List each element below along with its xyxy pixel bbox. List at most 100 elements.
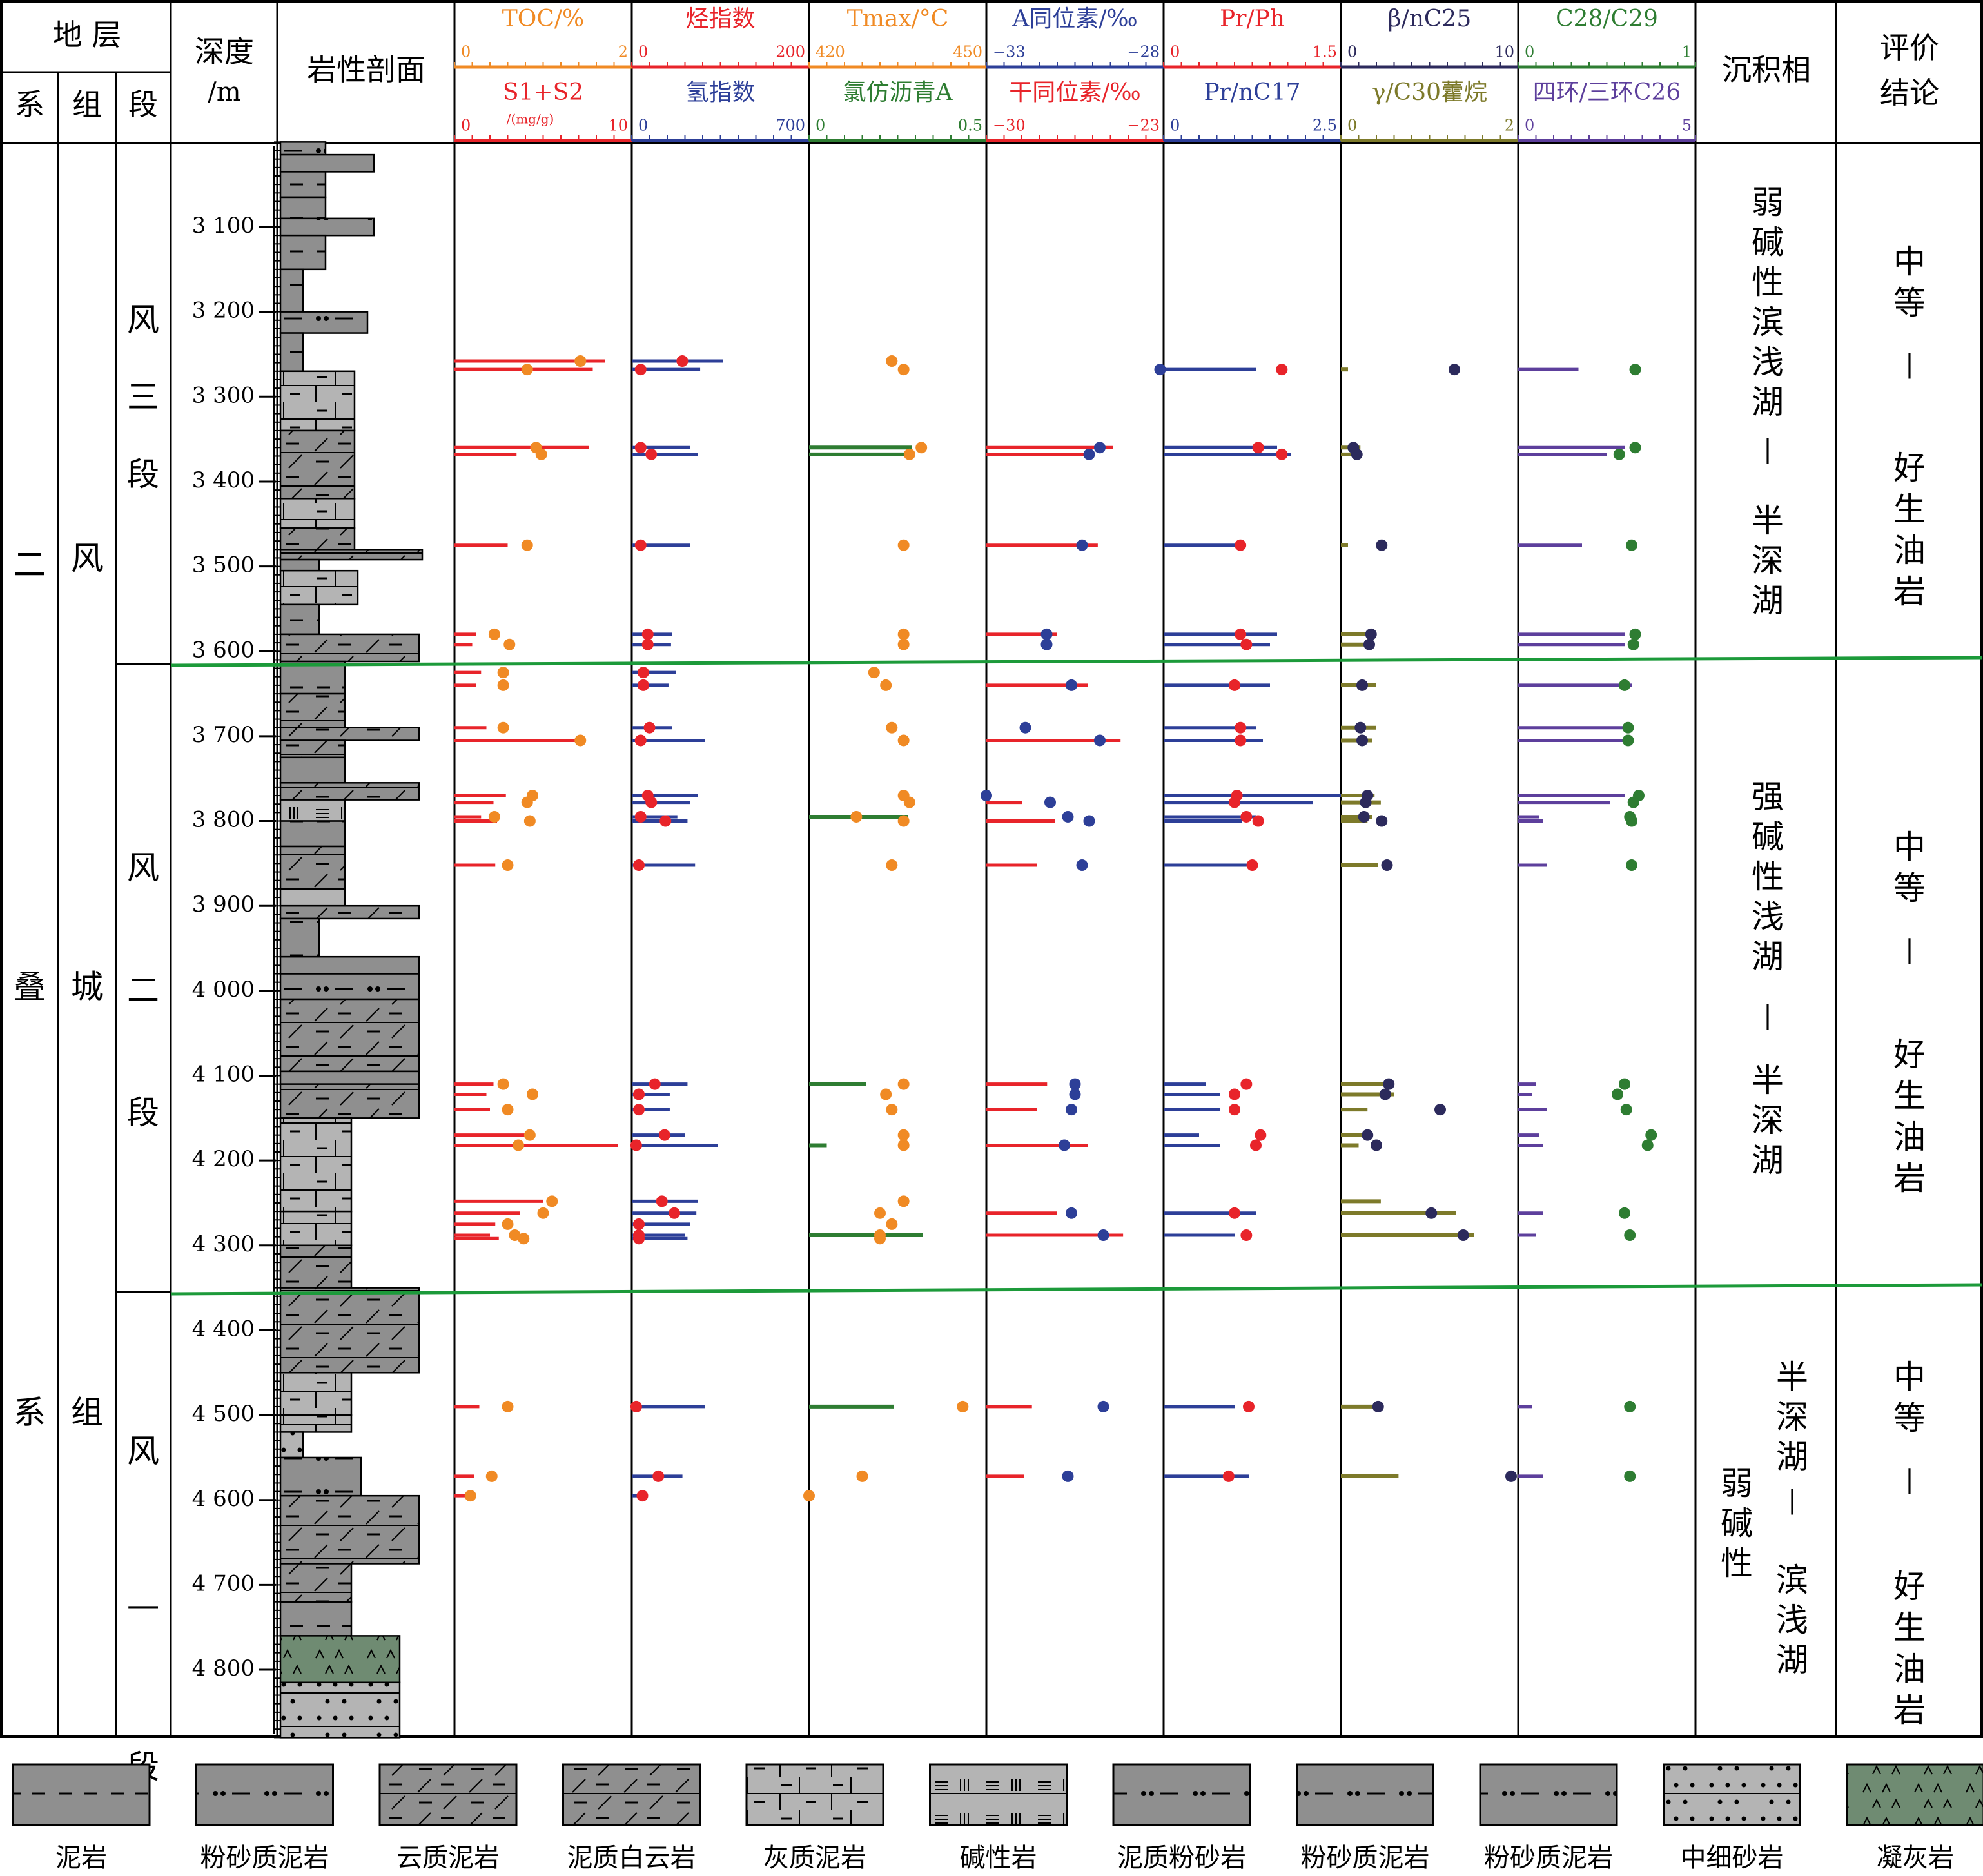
formation-name-3: 组 <box>71 1394 103 1431</box>
lithology-layer <box>279 633 420 663</box>
data-point <box>1094 734 1106 747</box>
depth-tick-label: 4 800 <box>192 1656 255 1681</box>
evaluation-0c: 油岩 <box>1893 532 1926 611</box>
track-2-top-min: 420 <box>816 43 845 61</box>
data-point <box>1624 1400 1636 1412</box>
lithology-header: 岩性剖面 <box>307 52 425 87</box>
data-point <box>1358 810 1370 823</box>
lithology-layer <box>279 1210 353 1247</box>
evaluation-2: 中等 <box>1893 1358 1926 1437</box>
data-point <box>1066 1207 1077 1219</box>
data-point <box>535 448 547 460</box>
evaluation-2c-char: 油 <box>1893 1650 1926 1688</box>
data-point <box>574 355 587 367</box>
data-point <box>1434 1104 1446 1116</box>
depth-tick-label: 4 000 <box>192 977 255 1002</box>
series-C28/C29-points <box>1612 364 1657 1482</box>
member-name-3-char: 风 <box>127 301 159 338</box>
facies-3-dash-char: | <box>1788 1485 1796 1515</box>
facies-3b-char: 浅 <box>1776 1601 1808 1639</box>
data-point <box>1097 1400 1109 1412</box>
evaluation-1-dash-char: | <box>1905 935 1913 964</box>
lithology-layer <box>279 1601 353 1637</box>
data-point <box>676 355 689 367</box>
facies-2b-char: 湖 <box>1752 1142 1784 1179</box>
data-point <box>633 1218 645 1230</box>
data-point <box>1229 796 1240 808</box>
data-point <box>502 1400 514 1412</box>
data-point <box>1619 1078 1630 1090</box>
series-A_isotope-points <box>981 364 1166 1482</box>
legend-label: 中细砂岩 <box>1681 1843 1784 1873</box>
member-name-2: 风二段 <box>127 849 159 1131</box>
data-point <box>1252 442 1264 454</box>
data-point <box>497 721 509 734</box>
track-4-top-min: 0 <box>1170 43 1180 61</box>
data-point <box>1626 815 1637 827</box>
data-point <box>669 1207 680 1219</box>
facies-2b-char: 深 <box>1752 1102 1784 1139</box>
facies-1-char: 湖 <box>1752 384 1784 421</box>
data-point <box>886 859 898 872</box>
depth-tick-label: 3 900 <box>192 892 255 917</box>
depth-tick-label: 3 800 <box>192 807 255 833</box>
data-point <box>1612 1088 1623 1100</box>
lithology-layer <box>279 1117 353 1213</box>
lithology-layer <box>279 153 375 173</box>
legend-label: 粉砂质泥岩 <box>1301 1843 1430 1873</box>
data-point <box>1624 1470 1636 1482</box>
lithology-layer <box>279 660 346 695</box>
series-kerogen_isotope-bars <box>986 445 1124 1478</box>
facies-3-char: 深 <box>1776 1398 1808 1436</box>
data-point <box>1040 628 1053 640</box>
data-point <box>637 679 649 691</box>
data-point <box>1641 1139 1654 1151</box>
track-4-top-max: 1.5 <box>1313 43 1337 61</box>
data-point <box>1097 1229 1109 1242</box>
lithology-layer <box>279 1244 353 1289</box>
depth-tick-label: 4 100 <box>192 1062 255 1088</box>
data-point <box>537 1207 549 1219</box>
track-1-top-title: 烃指数 <box>685 6 755 32</box>
evaluation-0-char: 等 <box>1893 284 1926 322</box>
data-point <box>523 815 536 827</box>
depth-header: 深度 <box>195 34 254 69</box>
member-name-2-char: 段 <box>127 1094 159 1131</box>
data-point <box>527 1088 538 1100</box>
data-point <box>1019 721 1031 734</box>
data-point <box>1062 1470 1074 1482</box>
data-point <box>1255 1129 1267 1141</box>
lithology-layer <box>279 998 420 1073</box>
series-hydrocarbon_index-points <box>630 355 689 1502</box>
track-6-bottom-min: 0 <box>1525 117 1534 135</box>
lithology-layer <box>279 782 420 801</box>
evaluation-1-char: 中 <box>1893 828 1926 866</box>
evaluation-0b: 好生 <box>1893 449 1926 528</box>
data-point <box>634 539 647 551</box>
lithology-layer <box>279 558 320 572</box>
data-point <box>634 810 647 823</box>
data-point <box>643 721 656 734</box>
data-point <box>658 1129 670 1141</box>
lithology-layer <box>279 1563 353 1603</box>
data-point <box>502 1218 514 1230</box>
lithology-layer <box>279 217 375 237</box>
data-point <box>897 638 910 650</box>
evaluation-1c-char: 岩 <box>1893 1160 1926 1197</box>
legend-label: 云质泥岩 <box>396 1843 500 1873</box>
data-point <box>1629 364 1641 376</box>
track-5-top-min: 0 <box>1347 43 1357 61</box>
lithology-layer <box>279 917 320 958</box>
track-1-bottom-min: 0 <box>638 117 648 135</box>
depth-unit: /m <box>208 77 240 107</box>
track-5-top-title: β/nC25 <box>1388 6 1471 32</box>
formation-name-3-char: 组 <box>71 1394 103 1431</box>
depth-tick-label: 4 300 <box>192 1231 255 1257</box>
series-Tmax-points <box>803 355 969 1502</box>
data-point <box>1240 810 1253 823</box>
data-point <box>488 810 500 823</box>
evaluation-1c: 油岩 <box>1893 1119 1926 1197</box>
lithology-layer <box>279 1431 304 1459</box>
data-point <box>645 448 658 460</box>
data-point <box>1083 815 1095 827</box>
